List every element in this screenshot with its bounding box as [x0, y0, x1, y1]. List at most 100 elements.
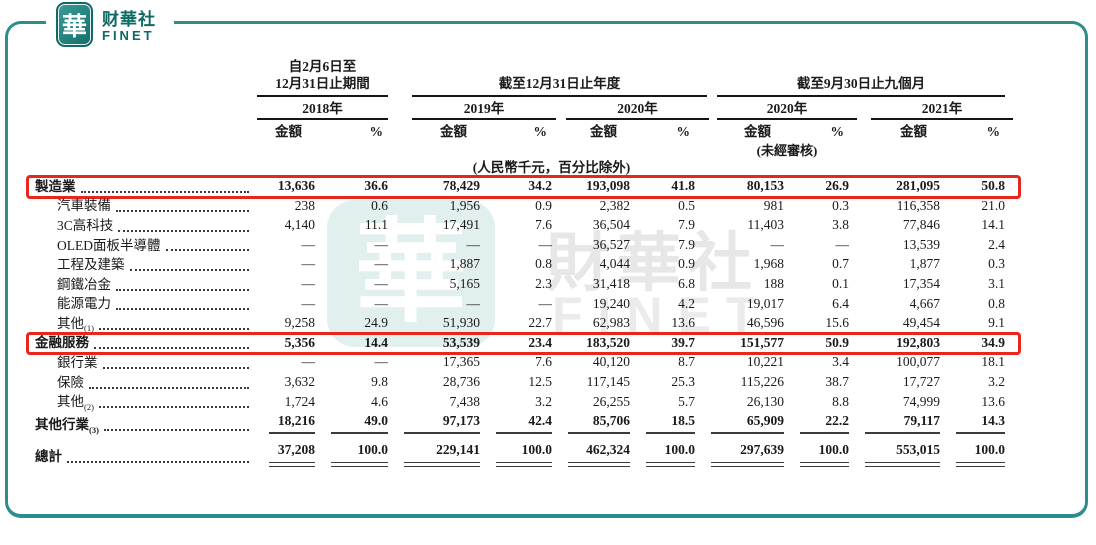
cell-percent-2019: 7.6 [535, 217, 552, 233]
row-label-text: 金融服務 [35, 335, 89, 351]
cell-percent-2020: 0.9 [678, 256, 695, 272]
dot-leader [103, 429, 249, 432]
header-measure-row: 金額 % 金額 % 金額 % 金額 % 金額 % [35, 120, 1005, 140]
dot-leader [94, 347, 249, 350]
table-row: 工程及建築 — — 1,887 0.8 4,044 0.9 1,968 0.7 … [35, 256, 1005, 276]
cell-percent-2018: 24.9 [364, 315, 388, 331]
table-row: 保險 3,632 9.8 28,736 12.5 117,145 25.3 11… [35, 374, 1005, 394]
cell-percent-2020-9m: 15.6 [825, 315, 849, 331]
dot-leader [118, 229, 249, 232]
cell-percent-2020-9m: 38.7 [825, 373, 849, 389]
finet-logo-icon: 華 [56, 2, 93, 47]
cell-amount-2018: 1,724 [284, 393, 315, 409]
cell-amount-2020-9m: 151,577 [740, 334, 784, 350]
cell-percent-2020-9m: 3.8 [832, 217, 849, 233]
row-label: 能源電力 [35, 296, 253, 316]
cell-amount-2019: 1,956 [449, 197, 480, 213]
cell-amount-2021-9m: 281,095 [896, 178, 940, 193]
cell-percent-2020-9m: 22.2 [784, 413, 849, 436]
cell-amount-2018: 13,636 [277, 178, 315, 193]
table-row: 其他行業 (3) 18,216 49.0 97,173 42.4 85,706 1… [35, 413, 1005, 436]
dot-leader [80, 190, 249, 193]
cell-amount-2020: 183,520 [586, 334, 630, 350]
row-label: 工程及建築 [35, 256, 253, 276]
year-header-2018: 2018年 [257, 97, 388, 120]
cell-amount-2018: 37,208 [253, 442, 315, 468]
cell-percent-2020-9m: 8.8 [832, 393, 849, 409]
cell-amount-2019: 78,429 [442, 178, 480, 193]
cell-percent-2019: 23.4 [528, 334, 552, 350]
watermark-symbol: 華 [355, 211, 467, 336]
cell-amount-2021-9m: 553,015 [849, 442, 940, 468]
cell-percent-2020-9m: 3.4 [832, 354, 849, 370]
cell-percent-2018: 14.4 [364, 334, 388, 350]
row-label: 金融服務 [35, 335, 253, 355]
cell-percent-2020: 7.9 [678, 236, 695, 252]
cell-amount-2020-9m: 981 [763, 197, 784, 213]
cell-amount-2018: — [301, 354, 316, 370]
cell-percent-2018: — [374, 275, 389, 291]
cell-percent-2021-9m: 0.8 [988, 295, 1005, 311]
cell-amount-2020-9m: 80,153 [746, 178, 784, 193]
cell-amount-2020: 62,983 [592, 315, 630, 331]
cell-amount-2019: 53,539 [442, 334, 480, 350]
cell-amount-2019: 229,141 [388, 442, 480, 468]
cell-amount-2018: 9,258 [284, 315, 315, 331]
percent-header: % [830, 124, 845, 139]
header-unit-note-row: (人民幣千元，百分比除外) [35, 156, 1005, 175]
cell-percent-2021-9m: 9.1 [988, 315, 1005, 331]
table-row: 3C高科技 4,140 11.1 17,491 7.6 36,504 7.9 1… [35, 217, 1005, 237]
cell-percent-2020: 4.2 [678, 295, 695, 311]
unaudited-note: (未經審核) [756, 143, 818, 158]
cell-percent-2019: 0.8 [535, 256, 552, 272]
cell-amount-2019: 51,930 [442, 315, 480, 331]
cell-percent-2020: 18.5 [630, 413, 695, 436]
cell-amount-2020-9m: 115,226 [740, 373, 784, 389]
row-label-text: 3C高科技 [57, 217, 114, 233]
cell-percent-2020: 25.3 [671, 373, 695, 389]
logo-name-en: FINET [102, 27, 155, 43]
cell-percent-2020: 5.7 [678, 393, 695, 409]
cell-percent-2019: 0.9 [535, 197, 552, 213]
cell-amount-2019: 17,491 [442, 217, 480, 233]
cell-percent-2020-9m: 6.4 [832, 295, 849, 311]
cell-amount-2019: 97,173 [388, 413, 480, 436]
row-label-text: 鋼鐵冶金 [57, 276, 111, 292]
cell-percent-2019: 2.3 [535, 275, 552, 291]
cell-percent-2018: — [374, 256, 389, 272]
watermark-logo-icon: 華 [327, 200, 495, 347]
row-label: 銀行業 [35, 354, 253, 374]
financial-table: 自2月6日至 12月31日止期間 截至12月31日止年度 截至9月30日止九個月… [26, 56, 1021, 468]
row-label: 製造業 [35, 178, 253, 198]
cell-amount-2020: 36,527 [592, 236, 630, 252]
cell-percent-2018: 49.0 [315, 413, 388, 436]
period-group-annual: 截至12月31日止年度 [412, 75, 707, 97]
cell-amount-2020: 117,145 [586, 373, 630, 389]
header-years: 2018年 2019年 2020年 2020年 2021年 [35, 97, 1013, 120]
cell-percent-2019: 12.5 [528, 373, 552, 389]
cell-amount-2018: — [301, 295, 316, 311]
dot-leader [116, 288, 249, 291]
cell-amount-2021-9m: 17,727 [902, 373, 940, 389]
cell-percent-2021-9m: 100.0 [940, 442, 1005, 468]
cell-amount-2019: — [466, 295, 481, 311]
cell-percent-2021-9m: 3.1 [988, 275, 1005, 291]
cell-percent-2019: 34.2 [528, 178, 552, 193]
cell-amount-2021-9m: 13,539 [902, 236, 940, 252]
cell-percent-2018: 11.1 [364, 217, 388, 233]
year-header-2021-9m: 2021年 [871, 97, 1013, 120]
cell-amount-2019: 1,887 [449, 256, 480, 272]
cell-percent-2019: 22.7 [528, 315, 552, 331]
table-body: 製造業 13,636 36.6 78,429 34.2 193,098 41.8… [26, 175, 1021, 468]
amount-header: 金額 [275, 124, 302, 139]
amount-header: 金額 [440, 124, 467, 139]
cell-amount-2019: — [466, 236, 481, 252]
row-label: 其他行業 (3) [35, 413, 253, 436]
cell-percent-2021-9m: 18.1 [981, 354, 1005, 370]
header-unaudited-row: (未經審核) [35, 140, 1005, 158]
cell-amount-2021-9m: 79,117 [849, 413, 940, 436]
dot-leader [102, 366, 249, 369]
cell-amount-2020: 26,255 [592, 393, 630, 409]
cell-amount-2020-9m: 26,130 [746, 393, 784, 409]
cell-amount-2021-9m: 116,358 [896, 197, 940, 213]
